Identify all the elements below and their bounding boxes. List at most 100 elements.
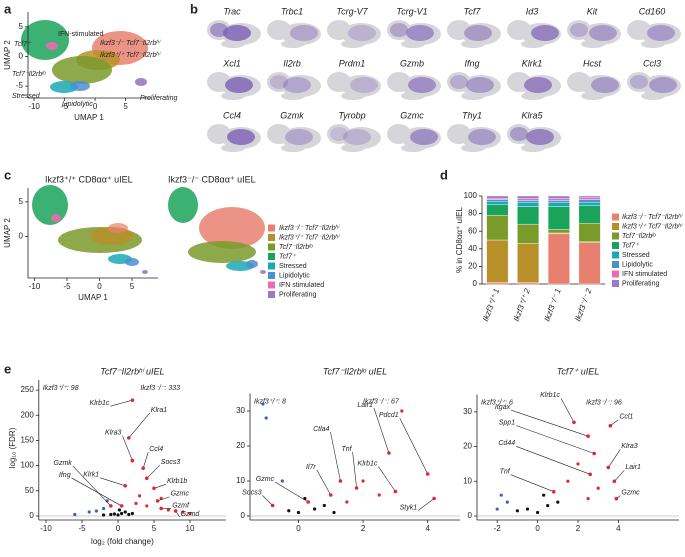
cell-cluster [641,92,665,100]
bar-segment [486,201,509,205]
gene-point [109,512,113,517]
gene-label: Gzmc [621,489,640,496]
legend-swatch [268,291,275,298]
leader-line [128,412,151,439]
gene-name: Trac [223,6,241,16]
gene-point [387,451,391,455]
cell-cluster [341,144,365,152]
x-tick-label: Ikzf3⁺/⁺ 1 [481,287,501,322]
gene-point [119,504,124,508]
y-tick-label: 0 [468,511,473,520]
leader-line [614,470,625,482]
legend-swatch [612,223,619,230]
gene-point [566,479,570,483]
cell-cluster [461,144,485,152]
bar-segment [486,282,509,285]
cell-cluster [281,144,305,152]
cell-cluster [290,25,318,41]
gene-name: Cd160 [639,6,666,16]
gene-label: Gzmc [171,491,190,498]
gene-point [102,506,106,511]
gene-name: Prdm1 [339,58,366,68]
leader-line [316,469,332,496]
gene-label: Gzmk [54,460,73,467]
gene-label: Itgax [495,404,511,411]
cluster-label: Ikzf3⁻/⁻ Tcf7⁻Il2rbʰⁱ [100,39,162,47]
gene-name: Tcrg-V7 [336,6,368,16]
gene-label: Styk1 [400,504,418,511]
leader-line [399,417,428,475]
gene-point [145,476,149,481]
y-tick-label: -5 [16,81,24,90]
cell-cluster [348,25,376,41]
gene-point [551,489,556,494]
cell-cluster [461,92,485,100]
y-axis-label: log₁₀ (FDR) [8,427,17,468]
gene-label: Socs3 [242,489,262,496]
gene-point [127,512,131,517]
x-tick-label: -10 [40,524,52,533]
gene-point [546,503,550,508]
gene-point [313,507,317,511]
legend-label: Tcf7⁻Il2rbˡᵒ [622,233,656,240]
y-tick-label: 5 [19,22,24,31]
bar-segment [517,243,540,283]
x-tick-label: Ikzf3⁻/⁻ 2 [573,287,593,323]
x-tick-label: 2 [361,524,366,533]
gene-point [586,434,590,438]
cell-cluster [260,270,266,274]
cell-cluster [108,223,128,233]
cell-cluster [51,214,61,222]
cell-cluster [581,40,605,48]
bar-segment [547,233,570,285]
cell-cluster [225,77,253,93]
legend-swatch [268,272,275,279]
gene-point [542,493,546,497]
x-tick-label: 5 [123,102,128,111]
y-axis-label: UMAP 2 [3,218,12,248]
x-tick-label: 0 [116,524,121,533]
gene-label: Ccl1 [619,414,633,421]
gene-point [73,512,77,517]
bar-segment [578,197,601,200]
legend-label: IFN stimulated [622,271,667,278]
cell-cluster [531,25,559,41]
gene-point [306,500,310,504]
cell-cluster [246,260,258,268]
gene-name: Gzmc [400,110,424,120]
cell-cluster [408,77,436,93]
cell-cluster [510,127,528,141]
cell-cluster [281,40,305,48]
y-tick-label: 30 [463,407,472,416]
chart-title: Tcf7⁻Il2rbˡᵒ uIEL [323,366,387,376]
cell-cluster [468,129,496,145]
gene-label: Klrb1c [358,460,378,467]
gene-point [432,496,436,501]
y-tick-label: 100 [464,191,478,200]
cluster-label: Lipidolytic [62,101,93,108]
x-tick-label: 5 [152,524,157,533]
bar-segment [517,201,540,207]
legend-label: Ikzf3⁻/⁻ Tcf7⁻Il2rbʰⁱ [622,213,684,221]
cell-cluster [281,23,321,45]
y-tick-label: 5 [19,197,24,206]
legend-label: Lipidolytic [622,261,653,268]
bar-segment [517,195,540,199]
gene-label: Ctla4 [313,426,329,433]
gene-name: Kit [587,6,598,16]
gene-label: Lair1 [357,402,373,409]
cell-cluster [21,20,69,60]
legend-label: IFN stimulated [279,282,324,289]
gene-point [592,451,596,456]
cell-cluster [526,129,554,145]
cell-cluster [630,75,648,89]
cell-cluster [135,78,147,86]
gene-point [120,511,124,516]
cell-cluster [410,129,438,145]
gene-label: Tnf [341,446,352,453]
bar-segment [578,205,601,224]
bar-segment [517,223,540,244]
gene-point [614,496,619,501]
bar-segment [578,195,601,198]
gene-point [400,409,404,413]
